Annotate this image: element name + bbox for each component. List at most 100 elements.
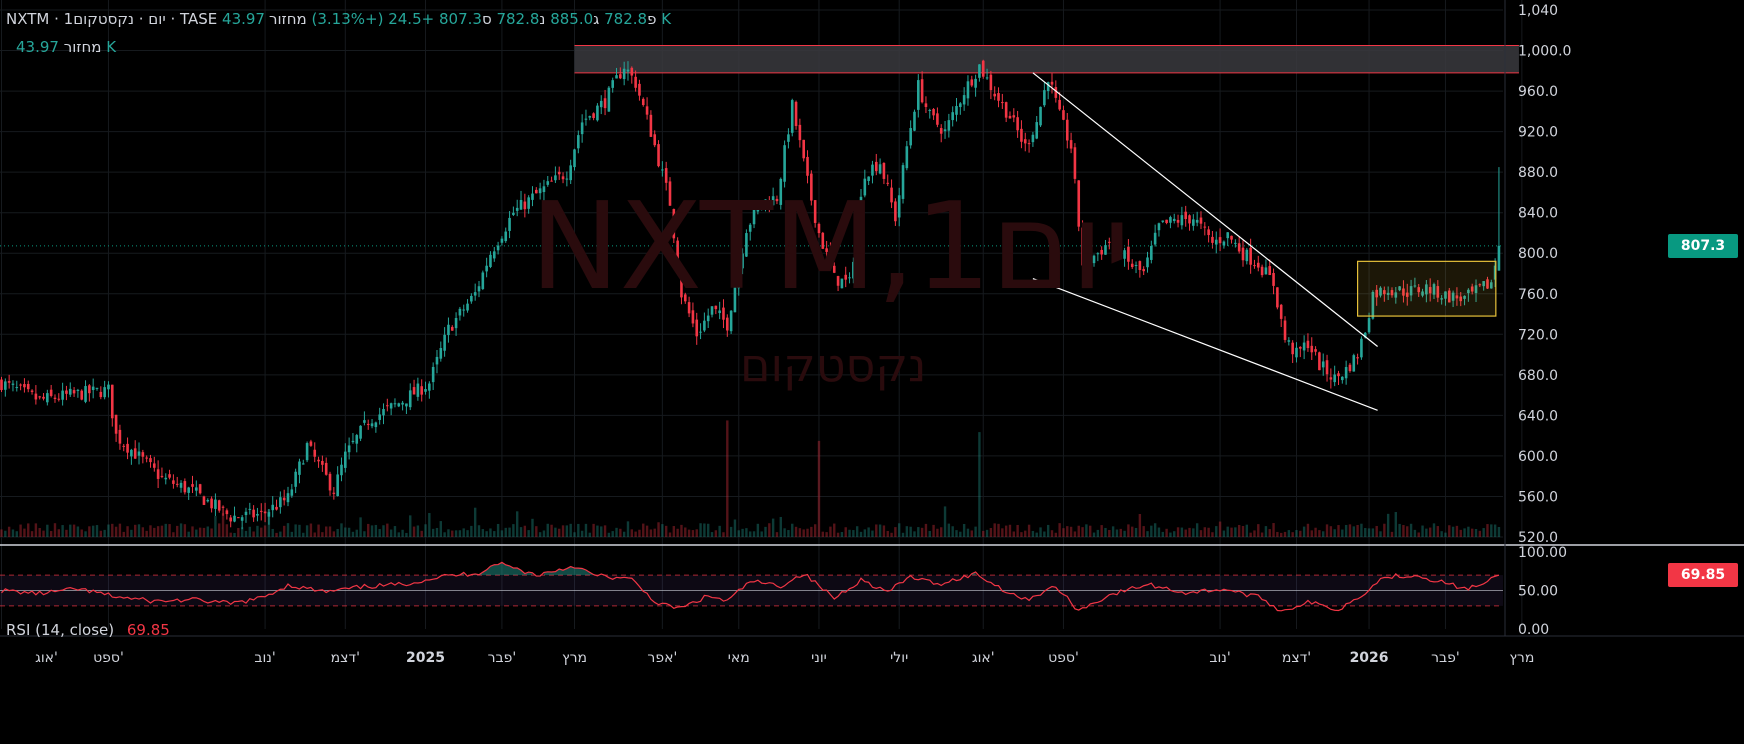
volume-bar bbox=[1115, 529, 1119, 537]
candle-body bbox=[542, 186, 546, 193]
volume-bar bbox=[1398, 523, 1401, 537]
volume-bar bbox=[347, 527, 351, 537]
volume-bar bbox=[405, 532, 408, 537]
volume-bar bbox=[1089, 525, 1092, 537]
volume-bar bbox=[680, 524, 683, 537]
volume-bar bbox=[1318, 530, 1321, 537]
candle-body bbox=[470, 295, 473, 302]
volume-bar bbox=[1073, 531, 1077, 537]
range-box bbox=[1356, 260, 1497, 317]
rsi-axis-label: 50.00 bbox=[1518, 584, 1558, 600]
candle-body bbox=[1218, 237, 1222, 244]
volume-bar bbox=[473, 507, 477, 537]
candle-body bbox=[1348, 364, 1352, 372]
volume-bar bbox=[703, 523, 706, 537]
candle-body bbox=[557, 171, 561, 175]
volume-bar bbox=[179, 523, 183, 537]
volume-bar bbox=[38, 528, 41, 537]
price-axis-label: 960.0 bbox=[1518, 84, 1558, 100]
price-axis-label: 520.0 bbox=[1518, 530, 1558, 546]
candle-body bbox=[974, 78, 977, 88]
volume-bar bbox=[1157, 527, 1161, 537]
candle-body bbox=[1211, 236, 1214, 243]
volume-bar bbox=[19, 524, 22, 537]
candle-body bbox=[221, 506, 225, 508]
volume-bar bbox=[431, 528, 435, 537]
candle-body bbox=[298, 461, 301, 475]
volume-bar bbox=[855, 526, 859, 537]
volume-bar bbox=[1123, 530, 1126, 537]
candle-body bbox=[1065, 119, 1069, 141]
time-axis-label: 2026 bbox=[1350, 650, 1389, 666]
volume-bar bbox=[302, 532, 305, 537]
symbol-title[interactable]: NXTM · 1יום · נקסטקום · TASE bbox=[6, 10, 218, 28]
volume-bar bbox=[1131, 526, 1134, 537]
candle-body bbox=[286, 493, 290, 503]
candle-body bbox=[859, 196, 863, 229]
volume-bar bbox=[164, 523, 167, 537]
volume-bar bbox=[1280, 532, 1283, 537]
volume-bar bbox=[584, 523, 588, 537]
candle-body bbox=[1085, 255, 1088, 269]
volume-bar bbox=[172, 532, 175, 537]
time-axis-label: אוג' bbox=[972, 650, 995, 666]
time-axis-label: דצמ' bbox=[331, 650, 360, 666]
volume-bar bbox=[512, 524, 515, 537]
volume-value: 43.97 K bbox=[222, 10, 672, 28]
price-axis-label: 1,000.0 bbox=[1518, 44, 1571, 60]
candle-body bbox=[141, 452, 145, 457]
candle-body bbox=[649, 114, 653, 137]
candle-body bbox=[351, 440, 355, 443]
candle-body bbox=[1264, 267, 1268, 275]
candle-body bbox=[133, 448, 137, 459]
rsi-legend-label[interactable]: RSI (14, close) bbox=[6, 621, 115, 639]
candle-body bbox=[1188, 215, 1191, 224]
candle-body bbox=[160, 475, 164, 477]
candle-body bbox=[408, 390, 412, 408]
candle-body bbox=[829, 249, 832, 265]
candle-body bbox=[1279, 304, 1283, 319]
price-axis-label: 880.0 bbox=[1518, 165, 1558, 181]
candle-body bbox=[981, 60, 985, 77]
volume-bar bbox=[1379, 531, 1382, 537]
candle-body bbox=[928, 110, 932, 112]
candle-body bbox=[676, 240, 679, 269]
candle-body bbox=[993, 93, 996, 97]
candle-body bbox=[1039, 106, 1042, 126]
volume-bar bbox=[1237, 524, 1241, 537]
volume-bar bbox=[95, 525, 99, 537]
volume-bar bbox=[1150, 525, 1153, 537]
candle-body bbox=[752, 209, 756, 225]
candle-body bbox=[126, 443, 129, 453]
candle-body bbox=[179, 482, 183, 488]
volume-bar bbox=[111, 523, 114, 537]
candle-body bbox=[88, 385, 91, 394]
volume-bar bbox=[351, 531, 355, 537]
candle-body bbox=[244, 511, 248, 516]
candle-body bbox=[1341, 376, 1344, 381]
time-axis-label: פבר' bbox=[488, 650, 517, 666]
volume-bar bbox=[932, 524, 935, 537]
candle-body bbox=[1459, 296, 1463, 302]
volume-bar bbox=[779, 516, 782, 537]
candle-body bbox=[187, 487, 190, 493]
candle-body bbox=[1314, 349, 1317, 352]
candle-body bbox=[790, 100, 794, 133]
candle-body bbox=[1291, 342, 1294, 355]
volume-bar bbox=[397, 532, 400, 537]
candle-body bbox=[30, 390, 34, 392]
time-axis-label: יולי bbox=[890, 650, 908, 666]
volume-bar bbox=[882, 525, 886, 537]
price-axis-label: 840.0 bbox=[1518, 206, 1558, 222]
candle-body bbox=[1241, 247, 1245, 261]
volume-bar bbox=[695, 529, 698, 537]
price-axis-label: 760.0 bbox=[1518, 287, 1558, 303]
candle-body bbox=[397, 403, 401, 407]
volume-legend-label[interactable]: מחזור bbox=[63, 38, 102, 56]
candle-body bbox=[901, 165, 905, 199]
candle-body bbox=[1222, 241, 1226, 246]
volume-bar bbox=[603, 525, 607, 537]
volume-bar bbox=[1440, 531, 1443, 537]
volume-bar bbox=[1222, 530, 1226, 537]
